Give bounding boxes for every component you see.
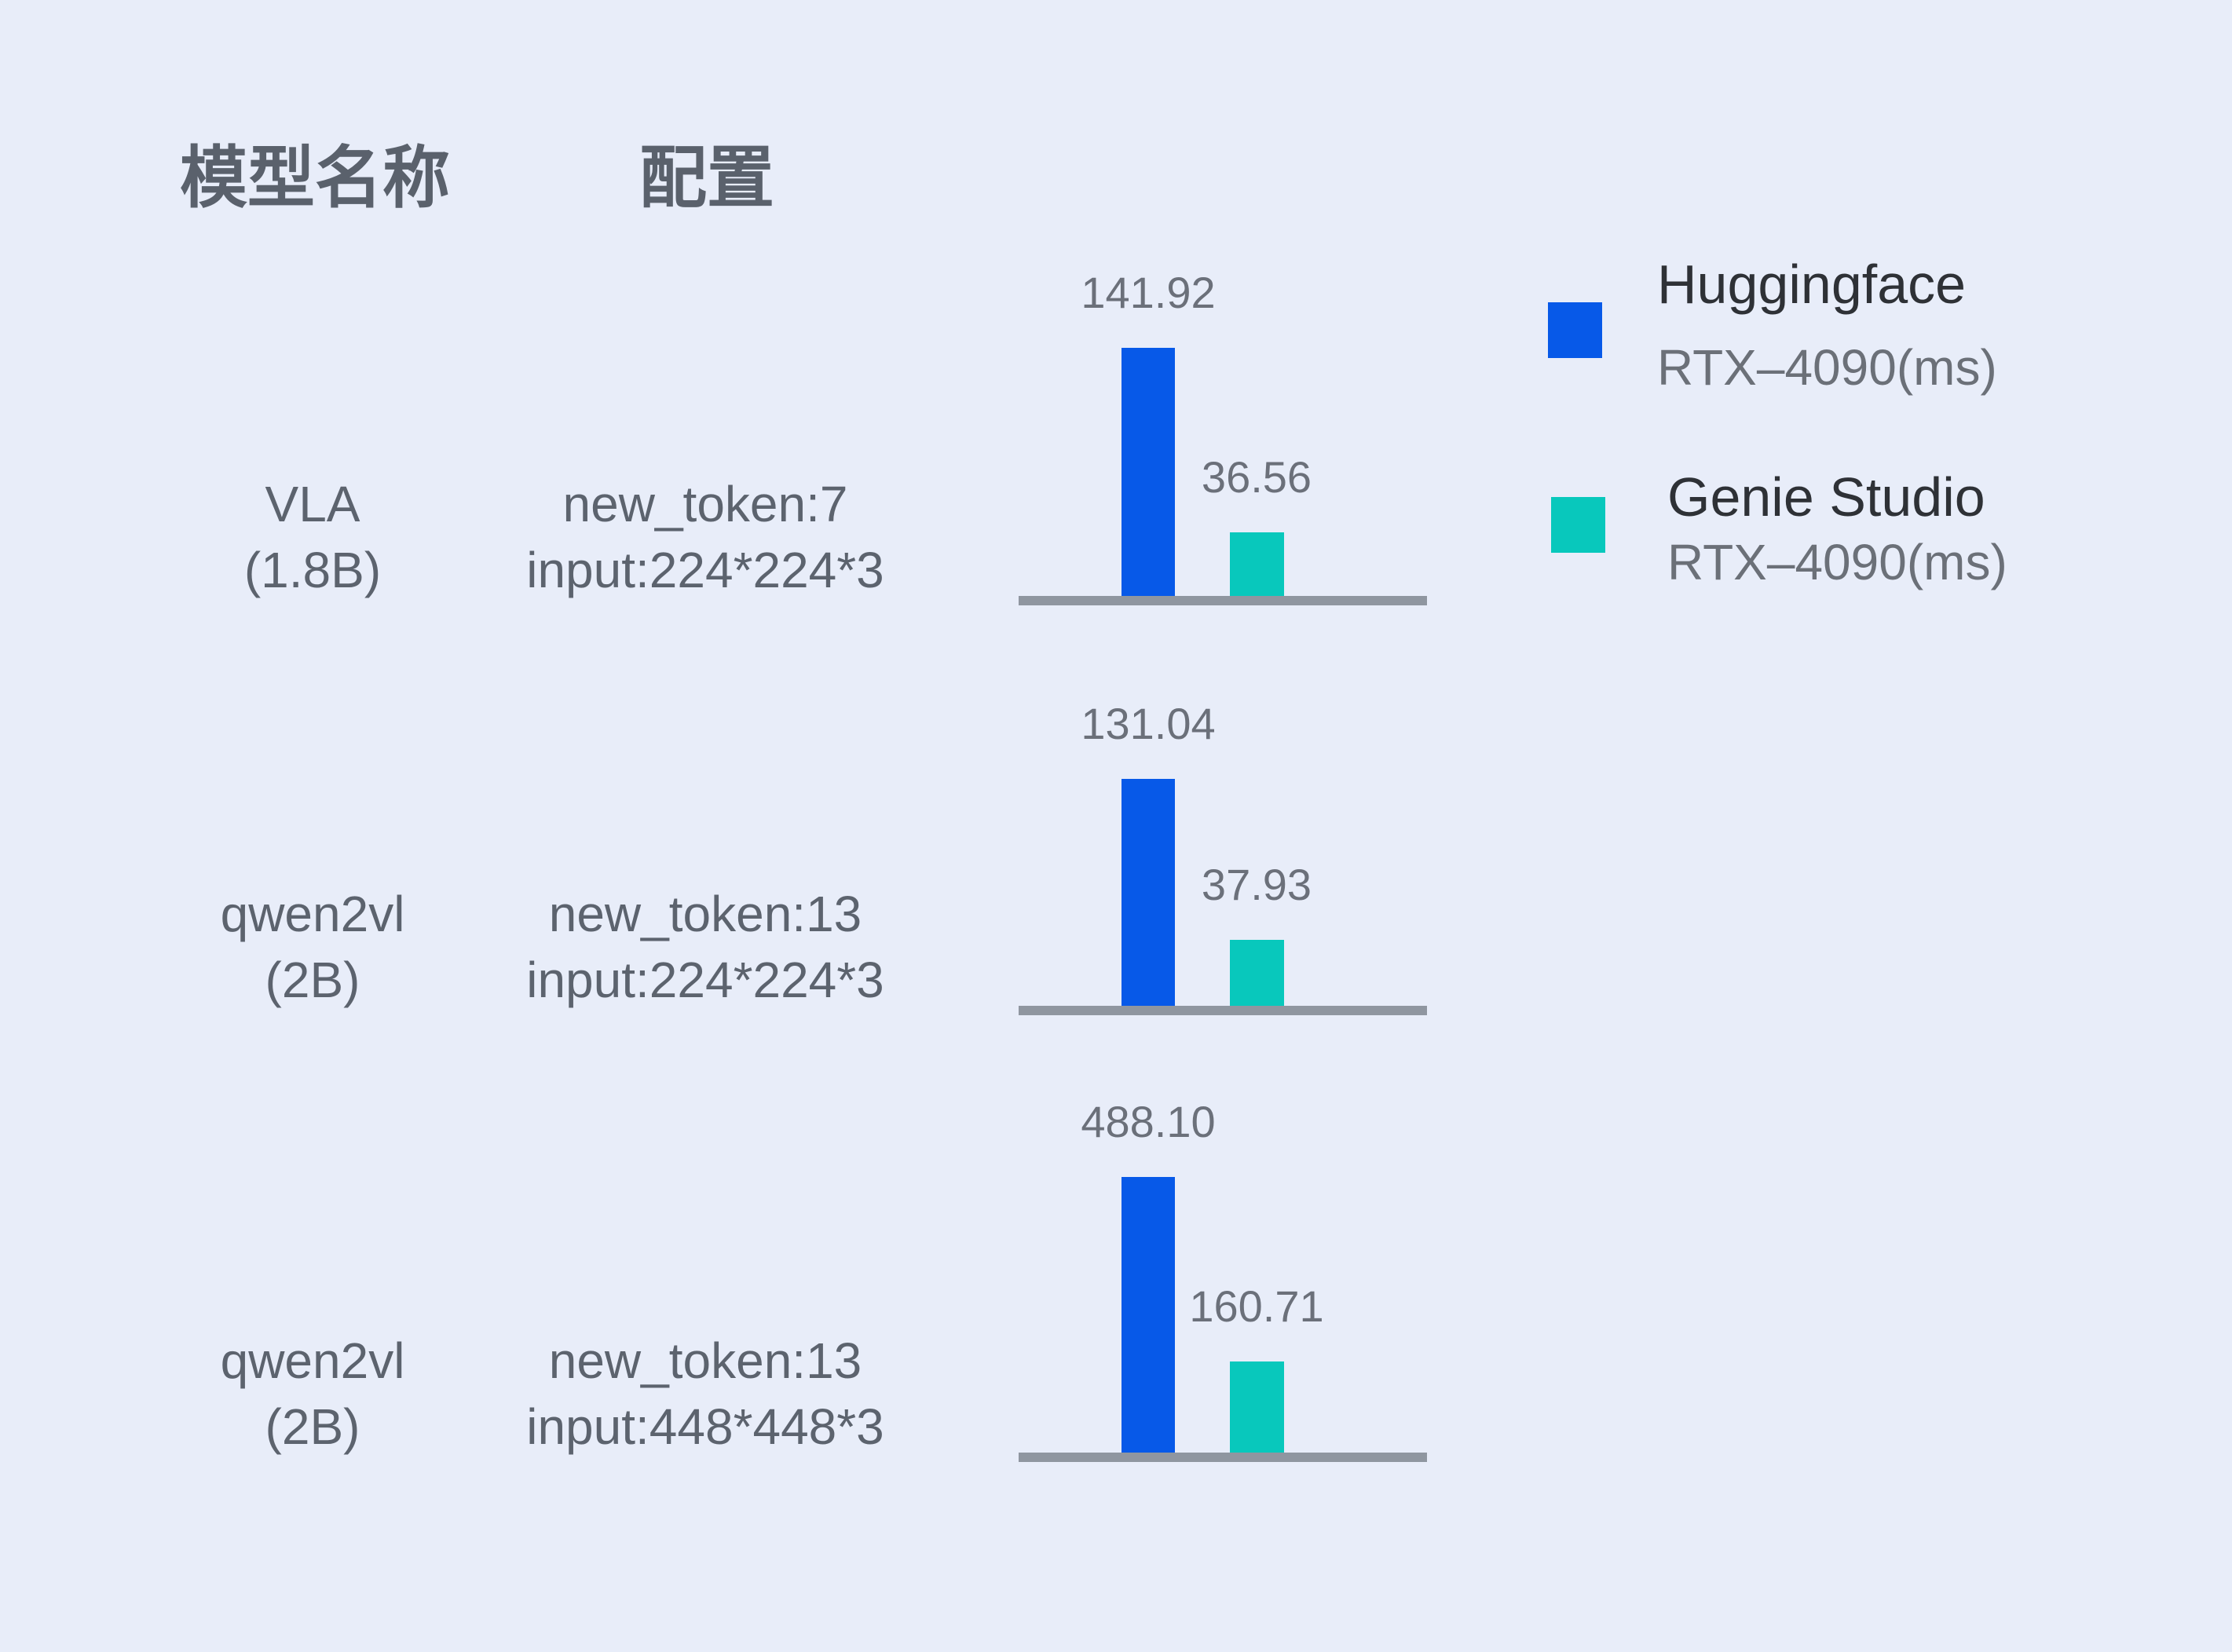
config-line2: input:448*448*3 [526,1398,884,1455]
legend-series-subtitle: RTX–4090(ms) [1657,339,1997,396]
latency-bar-chart: 141.92 36.56 [1019,228,1427,605]
legend-color-swatch [1548,302,1602,358]
latency-bar-chart: 131.04 37.93 [1019,638,1427,1015]
model-name: qwen2vl (2B) [171,881,454,1013]
genie-value-label: 160.71 [1189,1281,1324,1331]
legend-series-name: Huggingface [1657,254,1967,315]
model-name-line2: (1.8B) [243,542,382,598]
x-axis-line [1019,1006,1427,1015]
config-line2: input:224*224*3 [526,952,884,1008]
huggingface-value-label: 488.10 [1081,1097,1216,1146]
genie-bar [1230,532,1284,596]
genie-value-label: 36.56 [1201,452,1312,502]
huggingface-bar [1121,348,1175,596]
huggingface-bar [1121,1177,1175,1453]
genie-bar [1230,1361,1284,1453]
column-header-config: 配置 [639,141,774,216]
column-header-model-name: 模型名称 [180,141,450,216]
legend-series-subtitle: RTX–4090(ms) [1667,534,2007,590]
model-name-line2: (2B) [265,952,360,1008]
model-config: new_token:7 input:224*224*3 [517,471,894,603]
model-config: new_token:13 input:224*224*3 [517,881,894,1013]
x-axis-line [1019,1453,1427,1462]
model-config: new_token:13 input:448*448*3 [517,1328,894,1460]
config-line1: new_token:13 [548,886,862,942]
model-name-line1: qwen2vl [220,1332,405,1389]
config-line2: input:224*224*3 [526,542,884,598]
genie-bar [1230,940,1284,1006]
huggingface-value-label: 131.04 [1081,699,1216,748]
huggingface-bar [1121,779,1175,1006]
config-line1: new_token:13 [548,1332,862,1389]
genie-value-label: 37.93 [1201,860,1312,909]
x-axis-line [1019,596,1427,605]
config-line1: new_token:7 [562,476,848,532]
model-name: VLA (1.8B) [171,471,454,603]
model-name-line1: VLA [265,476,360,532]
legend-color-swatch [1551,497,1605,553]
model-name-line1: qwen2vl [220,886,405,942]
model-name-line2: (2B) [265,1398,360,1455]
huggingface-value-label: 141.92 [1081,268,1216,317]
legend-series-name: Genie Studio [1667,466,1985,528]
latency-bar-chart: 488.10 160.71 [1019,1085,1427,1462]
model-name: qwen2vl (2B) [171,1328,454,1460]
